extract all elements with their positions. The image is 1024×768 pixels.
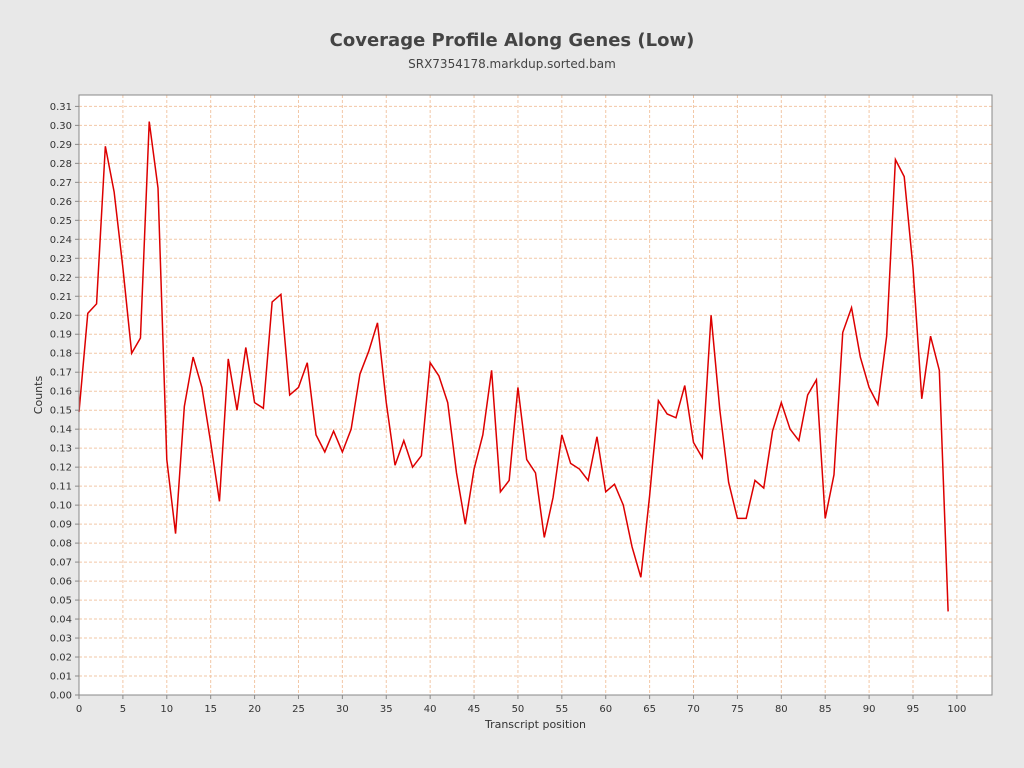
- chart-title: Coverage Profile Along Genes (Low): [329, 30, 695, 51]
- x-tick-label: 10: [160, 704, 173, 715]
- y-tick-label: 0.20: [50, 311, 72, 322]
- y-tick-label: 0.10: [50, 501, 72, 512]
- y-tick-label: 0.18: [50, 349, 72, 360]
- y-tick-label: 0.08: [50, 539, 72, 550]
- x-tick-label: 65: [643, 704, 656, 715]
- x-tick-label: 90: [863, 704, 876, 715]
- y-tick-label: 0.02: [50, 653, 72, 664]
- x-tick-label: 60: [599, 704, 612, 715]
- y-tick-label: 0.26: [50, 197, 72, 208]
- y-tick-label: 0.05: [50, 596, 72, 607]
- x-tick-label: 95: [907, 704, 920, 715]
- y-tick-label: 0.09: [50, 520, 72, 531]
- y-tick-label: 0.14: [50, 425, 72, 436]
- y-tick-label: 0.25: [50, 216, 72, 227]
- x-tick-label: 20: [248, 704, 261, 715]
- y-tick-label: 0.16: [50, 387, 72, 398]
- series-line: [78, 121, 949, 612]
- x-tick-label: 80: [775, 704, 788, 715]
- y-tick-label: 0.11: [50, 482, 72, 493]
- y-tick-label: 0.17: [50, 368, 72, 379]
- y-axis-ticks: 0.00 0.01 0.02 0.03 0.04 0.05 0.06 0.07 0.08 0.09…: [50, 102, 79, 702]
- y-tick-label: 0.15: [50, 406, 72, 417]
- x-tick-label: 70: [687, 704, 700, 715]
- x-tick-label: 0: [76, 704, 82, 715]
- y-tick-label: 0.24: [50, 235, 72, 246]
- y-tick-label: 0.23: [50, 254, 72, 265]
- y-tick-label: 0.01: [50, 672, 72, 683]
- y-tick-label: 0.12: [50, 463, 72, 474]
- y-tick-label: 0.27: [50, 178, 72, 189]
- y-tick-label: 0.13: [50, 444, 72, 455]
- y-tick-label: 0.28: [50, 159, 72, 170]
- x-axis-ticks: 0 5 10 15 20 25 30 35 40 45 50 55 60 65 70 75 80 85 90 95 10…: [76, 695, 966, 715]
- x-axis-label: Transcript position: [484, 718, 586, 731]
- x-tick-label: 5: [120, 704, 126, 715]
- y-tick-label: 0.06: [50, 577, 72, 588]
- y-tick-label: 0.03: [50, 634, 72, 645]
- y-axis-label: Counts: [32, 376, 45, 415]
- plot-border: [78, 94, 993, 696]
- y-tick-label: 0.31: [50, 102, 72, 113]
- x-tick-label: 55: [555, 704, 568, 715]
- x-tick-label: 100: [947, 704, 966, 715]
- y-tick-label: 0.07: [50, 558, 72, 569]
- y-tick-label: 0.30: [50, 121, 72, 132]
- grid-lines: [78, 95, 992, 696]
- y-tick-label: 0.29: [50, 140, 72, 151]
- y-tick-label: 0.04: [50, 615, 72, 626]
- plot-area: [79, 95, 992, 695]
- x-tick-label: 35: [380, 704, 393, 715]
- y-tick-label: 0.22: [50, 273, 72, 284]
- x-tick-label: 30: [336, 704, 349, 715]
- y-tick-label: 0.19: [50, 330, 72, 341]
- y-tick-label: 0.21: [50, 292, 72, 303]
- y-tick-label: 0.00: [50, 691, 72, 702]
- x-tick-label: 85: [819, 704, 832, 715]
- x-tick-label: 45: [468, 704, 481, 715]
- x-tick-label: 50: [512, 704, 525, 715]
- x-tick-label: 25: [292, 704, 305, 715]
- chart-subtitle: SRX7354178.markdup.sorted.bam: [408, 57, 616, 71]
- x-tick-label: 75: [731, 704, 744, 715]
- x-tick-label: 40: [424, 704, 437, 715]
- x-tick-label: 15: [204, 704, 217, 715]
